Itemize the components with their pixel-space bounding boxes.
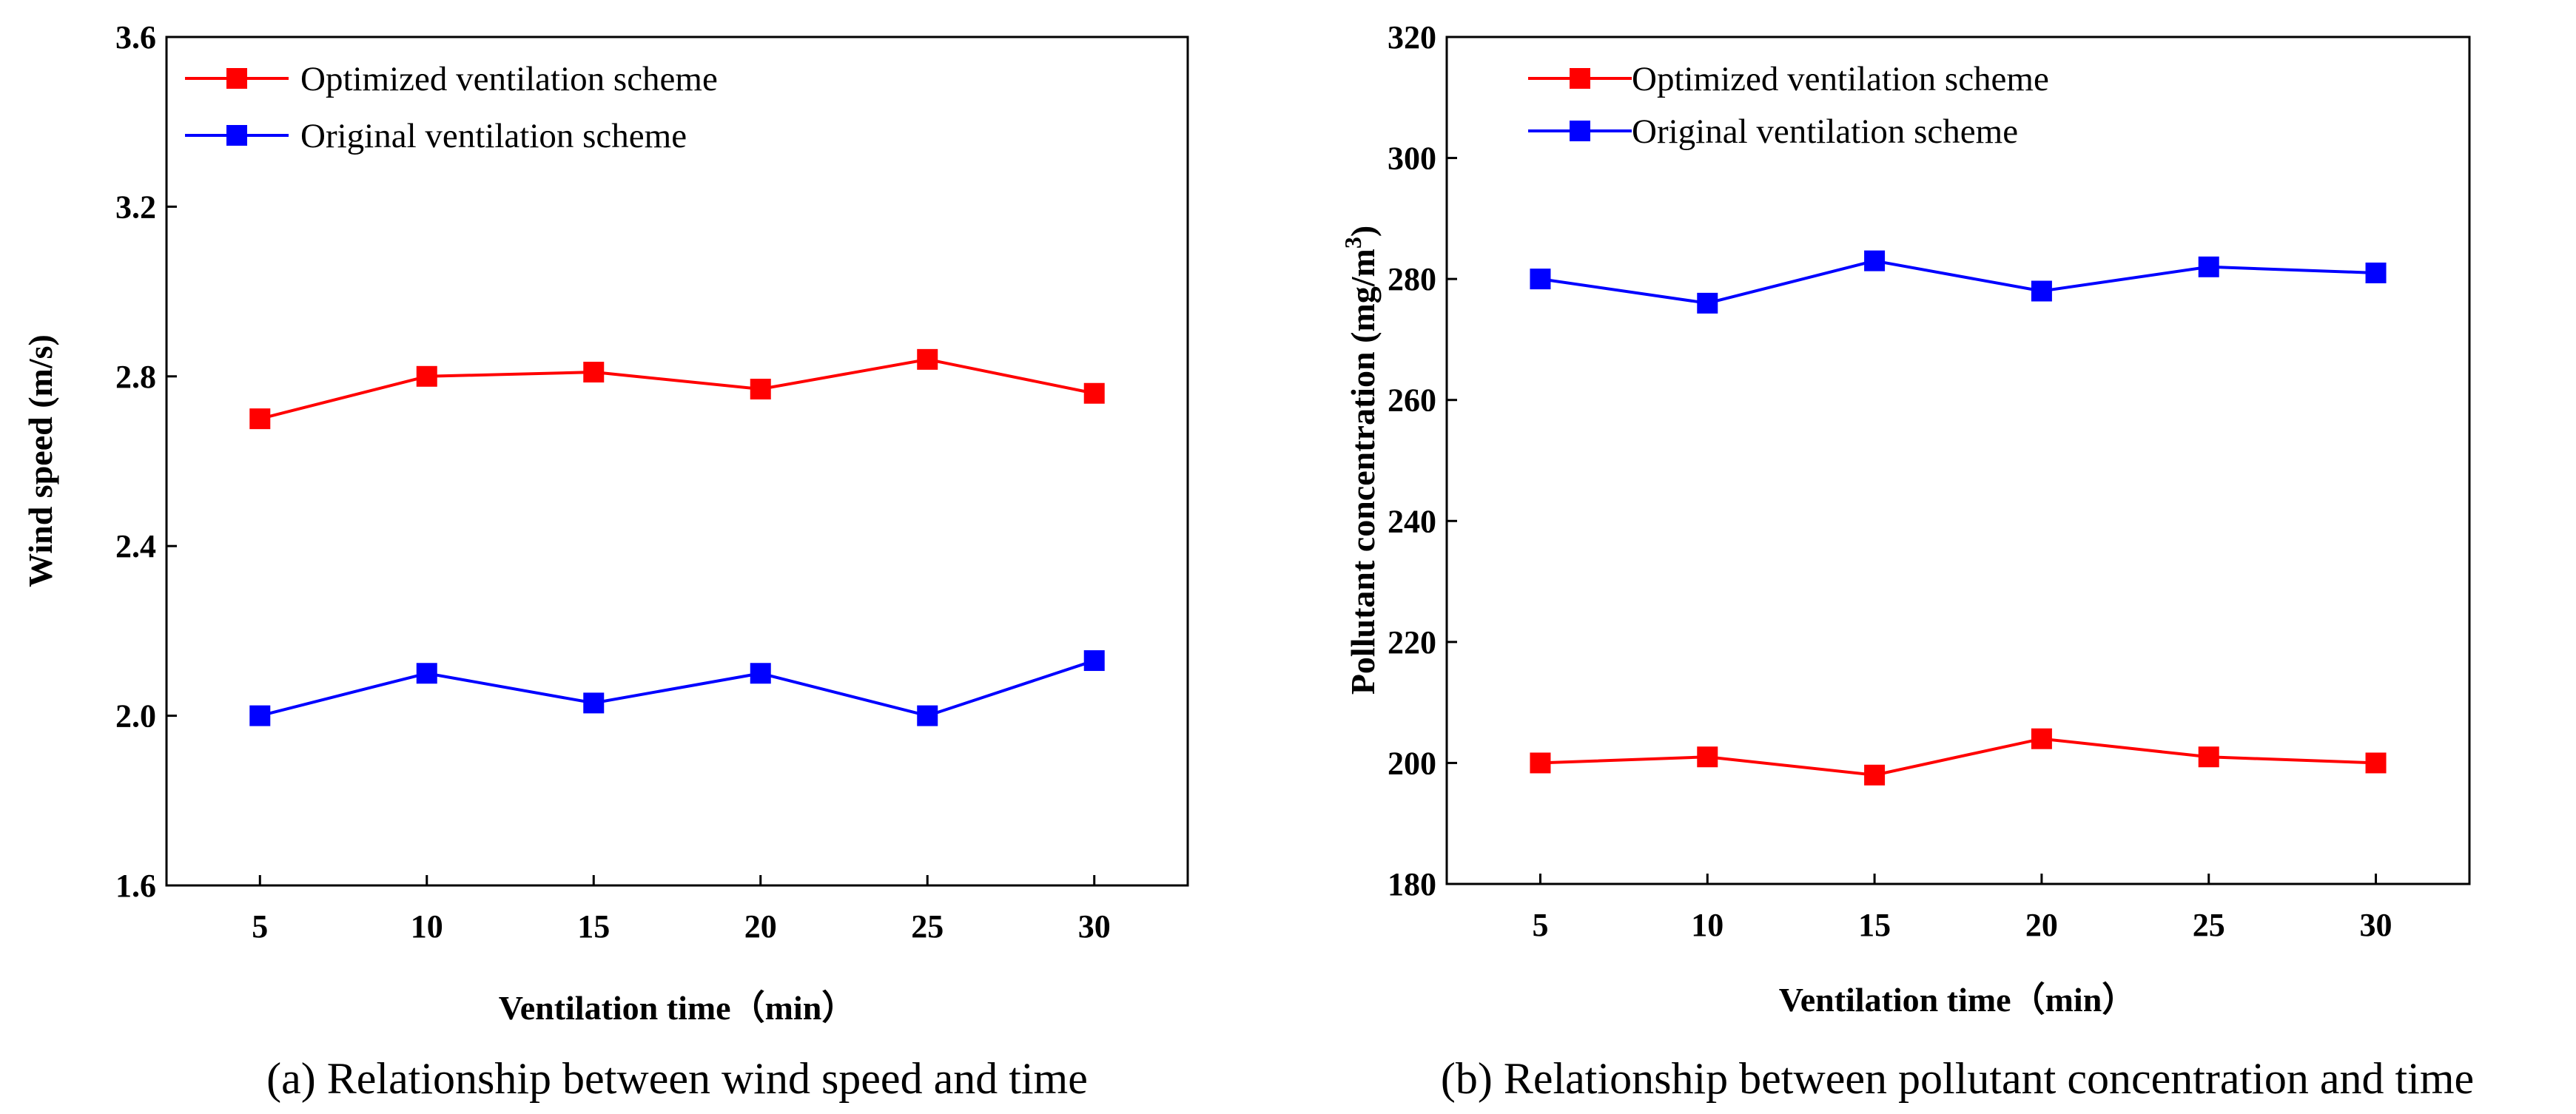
chart-b-y-tick-label: 200 xyxy=(1388,745,1436,781)
chart-b-data-point-original xyxy=(1697,292,1718,314)
chart-b-x-tick-label: 10 xyxy=(1691,907,1724,943)
chart-a-data-point-original xyxy=(416,663,437,684)
chart-b-data-point-original xyxy=(2198,256,2219,277)
chart-b-data-point-optimized xyxy=(2031,728,2052,749)
chart-a-legend-label-original: Original ventilation scheme xyxy=(300,117,687,155)
chart-b-y-tick-label: 180 xyxy=(1388,866,1436,902)
chart-a-x-ticks: 5 10 15 20 25 30 xyxy=(252,875,1111,945)
chart-b-series-markers xyxy=(1530,250,2387,786)
chart-b-x-axis-title: Ventilation time（min） xyxy=(1779,981,2136,1019)
chart-a-x-tick-label: 10 xyxy=(411,908,443,945)
chart-b-y-tick-label: 220 xyxy=(1388,624,1436,661)
chart-a-x-tick-label: 25 xyxy=(911,908,944,945)
chart-a-data-point-original xyxy=(750,663,771,684)
chart-b-series-lines xyxy=(1540,259,2376,777)
chart-a-x-axis-title: Ventilation time（min） xyxy=(499,989,856,1027)
chart-b-y-tick-label: 300 xyxy=(1388,141,1436,177)
chart-a-data-point-optimized xyxy=(917,348,938,370)
chart-b-caption: (b) Relationship between pollutant conce… xyxy=(1441,1054,2474,1103)
chart-b-plot-frame xyxy=(1445,36,2471,885)
chart-b-data-point-optimized xyxy=(1697,746,1718,768)
chart-b: 180 200 220 240 260 280 300 320 5 10 15 20 25 30 Opt… xyxy=(1339,19,2474,1103)
chart-a-data-point-original xyxy=(1083,650,1105,672)
chart-b-legend-marker-optimized xyxy=(1570,68,1590,89)
chart-a-y-ticks: 1.6 2.0 2.4 2.8 3.2 3.6 xyxy=(115,19,177,904)
chart-b-data-point-optimized xyxy=(1530,752,1551,774)
chart-b-data-point-original xyxy=(1530,269,1551,290)
chart-b-x-tick-label: 20 xyxy=(2025,907,2058,943)
chart-a-y-tick-label: 2.8 xyxy=(115,359,156,395)
chart-a-data-point-optimized xyxy=(1083,382,1105,404)
chart-a-x-tick-label: 30 xyxy=(1078,908,1111,945)
chart-b-x-tick-label: 25 xyxy=(2193,907,2225,943)
chart-b-y-ticks: 180 200 220 240 260 280 300 320 xyxy=(1388,19,1457,902)
chart-b-data-point-optimized xyxy=(1864,764,1886,786)
chart-a-x-tick-label: 20 xyxy=(744,908,777,945)
chart-a-series-line-optimized xyxy=(259,357,1095,421)
chart-a-data-point-original xyxy=(583,692,605,714)
chart-a-y-tick-label: 3.6 xyxy=(115,19,156,55)
chart-a-series-lines xyxy=(259,357,1095,718)
chart-a-data-point-original xyxy=(249,705,271,726)
chart-a-series-line-original xyxy=(259,659,1095,718)
chart-b-y-axis-title-superscript: 3 xyxy=(1339,237,1366,249)
chart-a-x-tick-label: 5 xyxy=(252,908,268,945)
chart-b-y-tick-label: 260 xyxy=(1388,382,1436,419)
chart-b-y-tick-label: 240 xyxy=(1388,503,1436,539)
chart-a-series-markers xyxy=(249,348,1105,726)
chart-b-x-ticks: 5 10 15 20 25 30 xyxy=(1532,874,2392,943)
chart-a-data-point-optimized xyxy=(583,362,605,383)
chart-a-y-tick-label: 2.0 xyxy=(115,698,156,735)
chart-a-plot-frame xyxy=(165,36,1189,887)
chart-a-data-point-optimized xyxy=(416,365,437,387)
chart-a-y-axis-title: Wind speed (m/s) xyxy=(21,334,59,587)
chart-b-x-tick-label: 5 xyxy=(1532,907,1548,943)
chart-b-data-point-original xyxy=(1864,250,1886,271)
chart-b-y-tick-label: 320 xyxy=(1388,19,1436,55)
chart-b-y-axis-title-main: Pollutant concentration (mg/m xyxy=(1344,249,1382,695)
chart-b-legend-label-original: Original ventilation scheme xyxy=(1632,112,2018,151)
chart-a-x-tick-label: 15 xyxy=(577,908,610,945)
chart-b-legend: Optimized ventilation scheme Original ve… xyxy=(1528,60,2049,151)
chart-b-series-line-optimized xyxy=(1540,737,2376,777)
chart-b-data-point-optimized xyxy=(2198,746,2219,768)
chart-a-legend-label-optimized: Optimized ventilation scheme xyxy=(300,60,718,98)
chart-a-data-point-original xyxy=(917,705,938,726)
chart-a-y-tick-label: 2.4 xyxy=(115,528,156,564)
chart-a-data-point-optimized xyxy=(750,379,771,400)
chart-b-data-point-original xyxy=(2031,280,2052,302)
chart-a-legend: Optimized ventilation scheme Original ve… xyxy=(185,60,718,155)
chart-a-y-tick-label: 1.6 xyxy=(115,868,156,904)
chart-a-legend-marker-optimized xyxy=(226,68,247,89)
chart-a-data-point-optimized xyxy=(249,408,271,430)
chart-a-y-tick-label: 3.2 xyxy=(115,189,156,225)
chart-a-caption: (a) Relationship between wind speed and … xyxy=(266,1054,1088,1103)
chart-a: 1.6 2.0 2.4 2.8 3.2 3.6 5 10 15 20 25 30 Optimized… xyxy=(21,19,1189,1103)
chart-b-data-point-optimized xyxy=(2365,752,2387,774)
chart-b-y-tick-label: 280 xyxy=(1388,261,1436,297)
chart-b-legend-label-optimized: Optimized ventilation scheme xyxy=(1632,60,2049,98)
chart-b-x-tick-label: 15 xyxy=(1858,907,1891,943)
chart-a-legend-marker-original xyxy=(226,125,247,146)
chart-b-y-axis-title: Pollutant concentration (mg/m3) xyxy=(1339,226,1382,695)
chart-b-x-tick-label: 30 xyxy=(2360,907,2392,943)
chart-b-series-line-original xyxy=(1540,259,2376,305)
chart-b-legend-marker-original xyxy=(1570,121,1590,141)
chart-b-data-point-original xyxy=(2365,262,2387,283)
chart-b-y-axis-title-close: ) xyxy=(1344,226,1382,237)
